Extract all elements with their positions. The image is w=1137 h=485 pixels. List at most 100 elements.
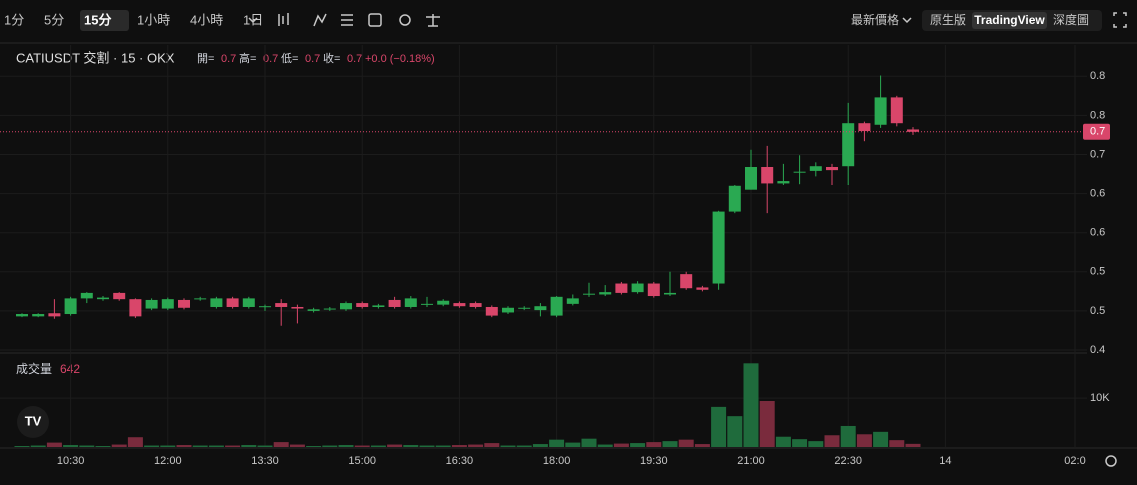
volume-bar — [792, 439, 808, 447]
chart-title: CATIUSDT 交割 · 15 · OKX — [16, 50, 175, 65]
dropdown-icon[interactable] — [248, 17, 258, 24]
interval-button[interactable]: 4小時 — [190, 12, 223, 27]
candle-body — [32, 314, 45, 317]
candle-body — [113, 292, 126, 300]
volume-bar — [532, 444, 548, 447]
ohlc-label: 開= — [197, 52, 214, 65]
list-icon[interactable] — [341, 14, 353, 26]
settings-icon[interactable] — [399, 14, 411, 26]
ohlc-value: 0.7 — [305, 53, 320, 65]
volume-bar — [225, 445, 241, 447]
view-button[interactable]: 深度圖 — [1053, 12, 1089, 27]
volume-bar — [144, 445, 160, 447]
volume-bar — [565, 442, 581, 447]
logo-bg — [17, 406, 49, 438]
candle-body — [599, 292, 612, 295]
volume-bar — [160, 445, 176, 447]
indicator-icon[interactable] — [313, 13, 327, 27]
candle-body — [696, 287, 709, 290]
candle-body — [291, 306, 304, 309]
ohlc-value: 0.7 — [263, 53, 278, 65]
candle-body — [97, 297, 109, 300]
ohlc-label: 低= — [281, 52, 298, 65]
candle-body — [404, 298, 417, 307]
candle-body — [534, 306, 547, 311]
toolbar-icons — [248, 12, 1127, 28]
volume-bar — [273, 442, 289, 447]
volume-bar — [127, 437, 143, 447]
candle-type-icon[interactable] — [278, 13, 289, 26]
ohlc-value: 0.7 — [221, 53, 236, 65]
volume-bar — [338, 445, 354, 447]
volume-bar — [14, 446, 30, 447]
interval-button[interactable]: 1日 — [243, 12, 263, 27]
volume-bar — [419, 445, 435, 447]
volume-bar — [775, 436, 791, 447]
volume-bar — [597, 444, 613, 447]
interval-button[interactable]: 1小時 — [137, 12, 170, 27]
price-dropdown-icon[interactable] — [902, 17, 912, 24]
candle-body — [178, 299, 190, 308]
last-price-label: 0.7 — [1090, 126, 1105, 138]
interval-button[interactable]: 15分 — [84, 12, 111, 27]
volume-bar — [759, 401, 775, 447]
volume-bar — [63, 445, 79, 447]
volume-bar — [46, 442, 62, 447]
alert-icon[interactable] — [368, 13, 382, 27]
view-selected-bg — [972, 12, 1047, 29]
candle-body — [64, 298, 77, 315]
candle-body — [226, 298, 239, 307]
x-tick-label: 12:00 — [154, 455, 182, 467]
volume-bar — [435, 445, 451, 447]
compare-icon[interactable] — [426, 14, 440, 27]
candle-body — [340, 303, 352, 310]
volume-bar — [30, 445, 46, 447]
candle-body — [664, 292, 676, 295]
volume-bar — [808, 441, 824, 447]
interval-button[interactable]: 5分 — [44, 12, 64, 27]
change: +0.0 (−0.18%) — [365, 53, 435, 65]
candle-body — [680, 274, 693, 289]
candle-body — [80, 292, 93, 299]
candle-body — [615, 283, 628, 293]
view-button[interactable]: 原生版 — [930, 13, 966, 27]
x-tick-label: 16:30 — [446, 455, 474, 467]
volume-bar — [176, 445, 192, 447]
volume-bar — [289, 444, 305, 447]
volume-bar — [824, 435, 840, 447]
volume-bar — [387, 444, 403, 447]
candle-body — [518, 307, 531, 309]
candle-body — [210, 298, 223, 307]
view-button[interactable]: TradingView — [974, 13, 1045, 27]
candle-body — [793, 171, 806, 173]
volume-bar — [192, 445, 208, 447]
candle-body — [16, 314, 28, 317]
fullscreen-icon[interactable] — [1113, 12, 1127, 28]
x-tick-label: 02:0 — [1064, 455, 1085, 467]
price-mode[interactable]: 最新價格 — [851, 12, 899, 27]
axis-settings-icon[interactable] — [1105, 455, 1117, 467]
x-tick-label: 18:00 — [543, 455, 571, 467]
interval-button[interactable]: 1分 — [4, 12, 24, 27]
candle-body — [242, 298, 255, 307]
candle-body — [275, 303, 288, 307]
volume-bar — [354, 445, 370, 447]
volume-bar — [484, 443, 500, 447]
volume-bar — [306, 446, 322, 447]
volume-bar — [322, 445, 338, 447]
volume-bar — [711, 406, 727, 447]
volume-bar — [370, 445, 386, 447]
candle-body — [728, 185, 741, 212]
y-tick-label: 0.6 — [1090, 227, 1105, 239]
volume-bar — [549, 439, 565, 447]
candle-body — [194, 298, 207, 300]
candle-body — [842, 123, 855, 167]
volume-bar — [678, 439, 694, 447]
volume-label: 成交量 — [16, 361, 52, 376]
volume-bar — [500, 445, 516, 447]
candle-body — [647, 283, 660, 297]
ohlc-label: 收= — [323, 51, 340, 65]
ohlc-value: 0.7 — [347, 53, 362, 65]
